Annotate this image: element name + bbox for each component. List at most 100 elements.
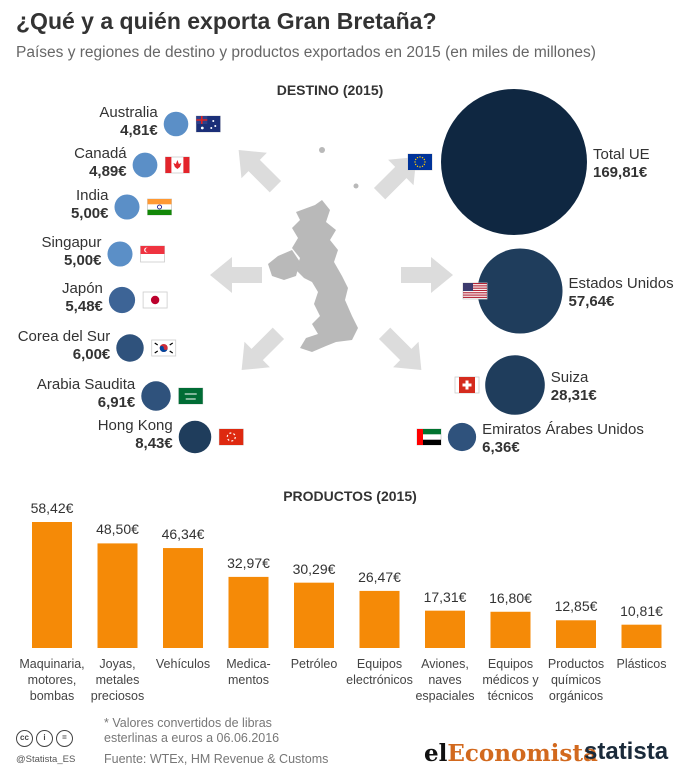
direction-arrows bbox=[210, 149, 453, 371]
product-category-label: Joyas, metales preciosos bbox=[90, 657, 145, 703]
destination-value: 5,00€ bbox=[63, 252, 102, 269]
product-value-label: 46,34€ bbox=[161, 526, 205, 543]
switzerland-flag bbox=[454, 376, 480, 394]
destination-value: 4,89€ bbox=[89, 163, 127, 180]
product-value-label: 16,80€ bbox=[489, 589, 532, 606]
product-category-label: Plásticos bbox=[616, 657, 667, 671]
usa-flag bbox=[462, 282, 488, 300]
destination-bubble bbox=[447, 422, 477, 452]
product-bar bbox=[228, 576, 269, 648]
destination-value: 8,43€ bbox=[135, 435, 173, 452]
product-bar bbox=[359, 590, 400, 648]
product-bar bbox=[294, 582, 334, 648]
eu-flag bbox=[407, 153, 433, 171]
product-value-label: 48,50€ bbox=[96, 521, 139, 538]
product-bar bbox=[32, 522, 72, 648]
destination-bubble bbox=[107, 241, 133, 267]
product-value-label: 58,42€ bbox=[30, 500, 74, 516]
destination-name: Hong Kong bbox=[97, 417, 173, 434]
product-category-label: Equipos médicos y técnicos bbox=[482, 657, 539, 703]
destination-bubble bbox=[477, 248, 563, 334]
destination-name: Emiratos Árabes Unidos bbox=[482, 421, 644, 438]
footnote: * Valores convertidos de libras esterlin… bbox=[104, 716, 280, 745]
no-derivatives-icon: = bbox=[56, 730, 73, 747]
statista-logo: statista bbox=[584, 738, 669, 765]
destination-bubble bbox=[116, 334, 144, 362]
destination-name: Suiza bbox=[550, 369, 589, 386]
product-bar bbox=[97, 543, 138, 648]
destination-bubble bbox=[485, 355, 545, 415]
product-value-label: 10,81€ bbox=[620, 602, 663, 619]
product-category-label: Petróleo bbox=[290, 657, 338, 671]
source-text: Fuente: WTEx, HM Revenue & Customs bbox=[104, 752, 329, 766]
product-bar bbox=[490, 611, 531, 648]
destination-name: Singapur bbox=[41, 234, 102, 251]
product-bar bbox=[425, 610, 465, 648]
arrow-icon bbox=[373, 156, 417, 200]
product-bar bbox=[621, 624, 662, 648]
destination-name: Estados Unidos bbox=[568, 275, 674, 292]
destination-value: 28,31€ bbox=[550, 387, 597, 404]
hong-kong-flag bbox=[218, 428, 244, 446]
eleconomista-logo-part2: Economista bbox=[447, 740, 598, 767]
destination-name: Arabia Saudita bbox=[36, 376, 136, 393]
product-category-label: Vehículos bbox=[155, 657, 211, 671]
destination-bubble bbox=[441, 89, 587, 235]
india-flag bbox=[147, 198, 172, 216]
statista-handle: @Statista_ES bbox=[16, 754, 76, 765]
saudi-arabia-flag bbox=[178, 387, 204, 405]
arrow-icon bbox=[401, 257, 453, 293]
arrow-icon bbox=[241, 327, 285, 371]
destination-bubble bbox=[108, 286, 136, 314]
product-value-label: 26,47€ bbox=[358, 568, 401, 585]
page-title: ¿Qué y a quién exporta Gran Bretaña? bbox=[16, 8, 437, 34]
destination-bubble bbox=[141, 381, 171, 411]
destination-name: Total UE bbox=[593, 146, 650, 163]
destination-value: 5,48€ bbox=[65, 298, 103, 315]
destination-value: 4,81€ bbox=[120, 122, 158, 139]
destination-value: 57,64€ bbox=[568, 293, 615, 310]
product-category-label: Maquinaria, motores, bombas bbox=[19, 657, 85, 703]
destination-value: 5,00€ bbox=[70, 205, 109, 222]
destination-bubble bbox=[178, 420, 212, 454]
destination-section-title: DESTINO (2015) bbox=[276, 82, 384, 98]
product-value-label: 32,97€ bbox=[227, 554, 270, 571]
destination-name: Australia bbox=[99, 104, 158, 121]
destination-value: 169,81€ bbox=[593, 164, 648, 181]
singapore-flag bbox=[140, 245, 165, 263]
product-value-label: 12,85€ bbox=[554, 598, 598, 615]
australia-flag bbox=[195, 115, 221, 133]
arrow-icon bbox=[210, 257, 262, 293]
destination-value: 6,00€ bbox=[72, 346, 111, 363]
south-korea-flag bbox=[151, 339, 177, 357]
product-value-label: 30,29€ bbox=[292, 560, 336, 577]
eleconomista-logo-part1: el bbox=[424, 740, 448, 767]
eleconomista-logo: elEconomista bbox=[424, 740, 598, 767]
destination-bubble bbox=[163, 111, 189, 137]
product-bars bbox=[32, 522, 662, 648]
destination-value: 6,91€ bbox=[97, 394, 136, 411]
destination-name: Japón bbox=[62, 280, 103, 297]
cc-license-icon: cc bbox=[16, 730, 33, 747]
destination-bubble bbox=[132, 152, 158, 178]
page-subtitle: Países y regiones de destino y productos… bbox=[16, 44, 596, 61]
product-bar bbox=[556, 620, 596, 648]
uk-map-icon bbox=[268, 147, 359, 352]
product-value-label: 17,31€ bbox=[423, 588, 467, 605]
destination-name: Canadá bbox=[74, 145, 127, 162]
japan-flag bbox=[142, 291, 168, 309]
destination-name: Corea del Sur bbox=[17, 328, 111, 345]
product-category-label: Productos químicos orgánicos bbox=[547, 657, 605, 703]
destination-bubble bbox=[114, 194, 140, 220]
destination-name: India bbox=[75, 187, 109, 204]
destination-value: 6,36€ bbox=[482, 439, 520, 456]
uae-flag bbox=[416, 428, 442, 446]
arrow-icon bbox=[238, 149, 282, 193]
destination-bubbles bbox=[107, 89, 587, 454]
product-category-label: Equipos electrónicos bbox=[346, 657, 413, 687]
products-section-title: PRODUCTOS (2015) bbox=[283, 488, 417, 504]
product-category-label: Aviones, naves espaciales bbox=[415, 657, 475, 703]
canada-flag bbox=[164, 156, 190, 174]
attribution-icon: i bbox=[36, 730, 53, 747]
